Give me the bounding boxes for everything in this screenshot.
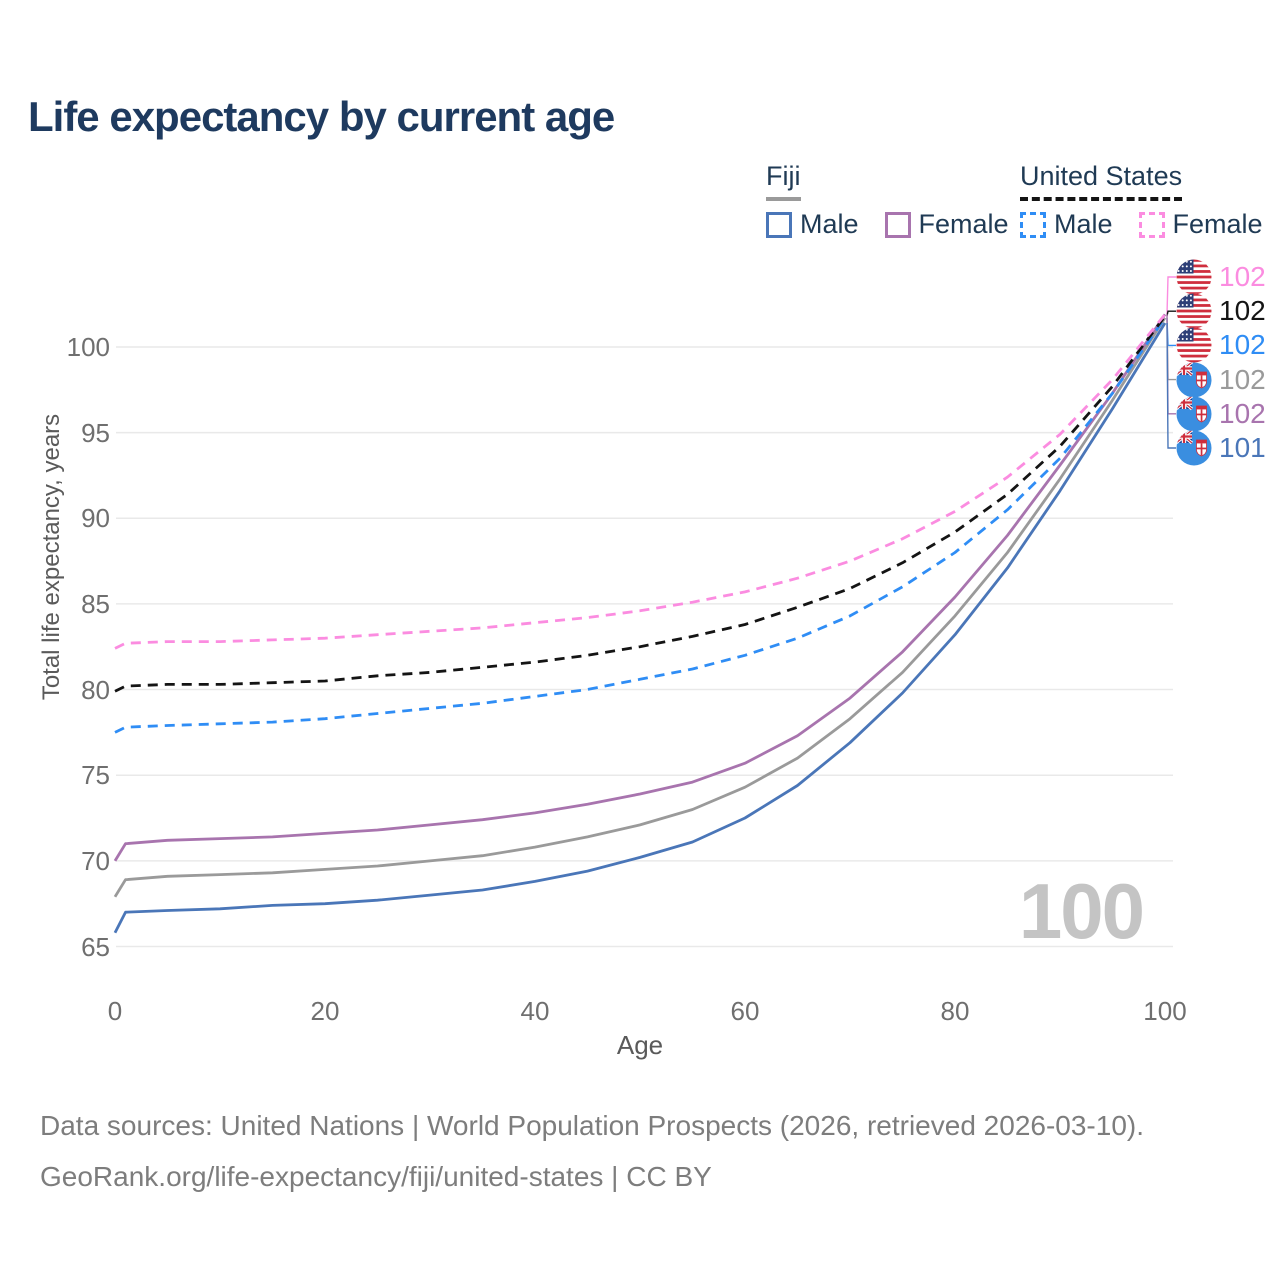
legend-item-fiji-male[interactable]: Male [766,209,859,240]
y-tick-65: 65 [81,931,110,962]
y-tick-100: 100 [66,331,110,362]
end-label-connector-us_all [1166,310,1176,317]
x-axis-title: Age [616,1030,664,1060]
fiji-flag-icon [1176,396,1212,432]
legend-group-fiji: Fiji Male Female [766,161,1009,240]
y-tick-70: 70 [81,845,110,876]
legend-label: Male [1054,209,1113,239]
chart-title: Life expectancy by current age [28,93,615,140]
end-label-us_female[interactable]: 102 [1176,259,1266,295]
x-tick-100: 100 [1143,996,1187,1026]
end-label-connector-us_male [1166,317,1176,347]
legend-us-title[interactable]: United States [1020,161,1183,201]
us-male-swatch-icon [1020,211,1046,238]
end-label-value: 102 [1219,295,1266,327]
end-label-us_all[interactable]: 102 [1176,293,1266,329]
legend-item-us-female[interactable]: Female [1138,209,1263,240]
series-line-us_male[interactable] [114,317,1167,734]
x-tick-80: 80 [940,996,970,1026]
end-label-connector-fiji_male [1166,322,1176,449]
series-line-fiji_female[interactable] [113,313,1167,862]
fiji-female-swatch-icon [884,211,911,238]
fiji-male-swatch-icon [766,211,792,238]
data-source-line: Data sources: United Nations | World Pop… [40,1110,1145,1141]
y-tick-95: 95 [81,417,110,448]
us-flag-icon [1176,327,1212,363]
y-tick-80: 80 [81,674,110,705]
end-label-value: 102 [1219,261,1266,292]
series-line-fiji_all[interactable] [113,317,1167,898]
hovered-age-readout: 100 [1018,867,1145,955]
legend-label: Female [1172,209,1263,239]
fiji-flag-icon [1176,430,1212,466]
end-label-connector-us_female [1166,276,1176,315]
chart-footer: Data sources: United Nations | World Pop… [40,1106,1144,1207]
attribution-line: GeoRank.org/life-expectancy/fiji/united-… [40,1160,712,1192]
y-tick-90: 90 [81,503,110,534]
y-tick-85: 85 [81,588,110,619]
fiji-flag-icon [1176,362,1212,398]
series-line-us_all[interactable] [114,315,1167,693]
series-line-fiji_male[interactable] [113,322,1167,934]
y-tick-75: 75 [81,760,110,791]
legend-item-fiji-female[interactable]: Female [884,209,1009,240]
end-label-value: 102 [1219,397,1266,429]
us-flag-icon [1176,293,1212,329]
x-tick-60: 60 [730,996,760,1026]
y-axis-title: Total life expectancy, years [38,413,65,701]
end-label-value: 102 [1219,363,1266,395]
x-tick-0: 0 [107,996,123,1026]
end-label-connector-fiji_all [1166,317,1176,381]
end-label-value: 102 [1219,329,1266,361]
legend-item-us-male[interactable]: Male [1020,209,1113,240]
legend-fiji-title[interactable]: Fiji [766,161,801,201]
us-flag-icon [1176,259,1212,295]
end-label-fiji_female[interactable]: 102 [1176,396,1266,432]
legend-group-united-states: United States Male Female [1020,161,1263,240]
end-label-us_male[interactable]: 102 [1176,327,1266,363]
series-line-us_female[interactable] [114,313,1167,650]
end-label-fiji_all[interactable]: 102 [1176,362,1266,398]
x-tick-40: 40 [520,996,550,1026]
us-female-swatch-icon [1138,211,1165,238]
end-label-fiji_male[interactable]: 101 [1176,430,1266,466]
legend-label: Female [918,209,1009,239]
end-label-value: 101 [1219,432,1266,463]
x-tick-20: 20 [310,996,340,1026]
legend-label: Male [800,209,859,239]
